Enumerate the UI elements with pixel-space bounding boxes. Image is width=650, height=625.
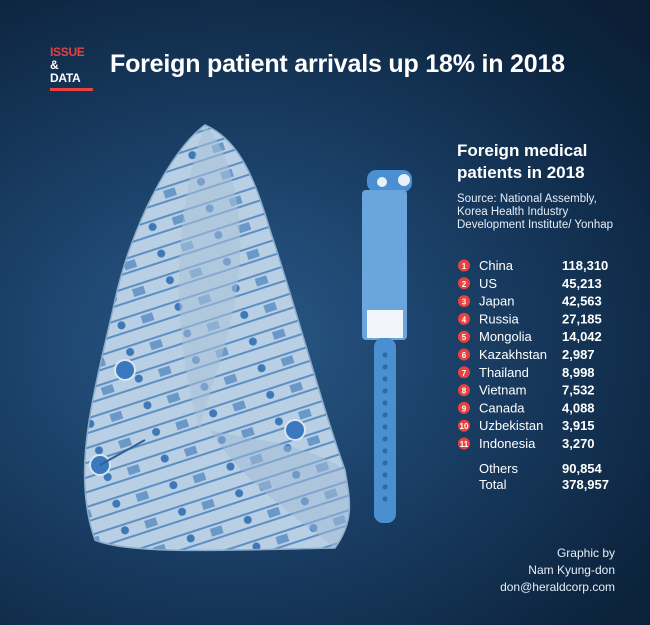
country-label: Mongolia: [479, 329, 533, 344]
value-label: 45,213: [562, 276, 602, 291]
rank-badge: [458, 384, 470, 397]
rank-badge: [458, 348, 470, 361]
country-label: Canada: [479, 400, 525, 415]
credit: Graphic by Nam Kyung-don don@heraldcorp.…: [500, 545, 615, 596]
ranking-table: 1 China 118,310 2 US 45,213 3 Japan 42,563 4 Russi…: [458, 258, 609, 492]
rank-badge: [458, 366, 470, 379]
rank-badge: [458, 277, 470, 290]
rank-number: 10: [460, 422, 469, 431]
rank-badge: [458, 401, 470, 414]
country-label: Uzbekistan: [479, 418, 543, 433]
rank-badge: [458, 330, 470, 343]
rank-number: 7: [462, 369, 467, 378]
total-value: 378,957: [562, 477, 609, 492]
rank-badge: [458, 312, 470, 325]
rank-number: 6: [462, 351, 467, 360]
value-label: 2,987: [562, 347, 595, 362]
country-label: Russia: [479, 311, 520, 326]
value-label: 8,998: [562, 365, 595, 380]
rank-number: 3: [462, 298, 467, 307]
chart-source: Source: National Assembly, Korea Health …: [457, 193, 614, 231]
value-label: 3,915: [562, 418, 595, 433]
value-label: 42,563: [562, 294, 602, 309]
logo-line-2: & DATA: [50, 58, 81, 85]
rank-number: 5: [462, 333, 467, 342]
value-label: 3,270: [562, 436, 595, 451]
logo-line-1: ISSUE: [50, 45, 85, 59]
rank-badge: [458, 419, 470, 432]
others-value: 90,854: [562, 461, 603, 476]
rank-number: 4: [462, 315, 467, 324]
total-label: Total: [479, 477, 507, 492]
country-label: Kazakhstan: [479, 347, 547, 362]
value-label: 4,088: [562, 400, 595, 415]
country-label: Thailand: [479, 365, 529, 380]
rank-number: 8: [462, 387, 467, 396]
country-label: Vietnam: [479, 383, 526, 398]
gown-icon: [83, 124, 351, 552]
country-label: China: [479, 258, 514, 273]
credit-email: don@heraldcorp.com: [500, 580, 615, 594]
others-label: Others: [479, 461, 519, 476]
rank-number: 2: [462, 280, 467, 289]
value-label: 27,185: [562, 311, 602, 326]
chart-title: Foreign medical patients in 2018: [457, 141, 588, 182]
rank-number: 1: [462, 262, 467, 271]
rank-badge: [458, 437, 470, 450]
credit-line-2: Nam Kyung-don: [528, 563, 615, 577]
issue-data-logo: ISSUE & DATA: [50, 45, 93, 91]
rank-badge: [458, 295, 470, 308]
country-label: US: [479, 276, 497, 291]
credit-line-1: Graphic by: [556, 546, 615, 560]
country-label: Indonesia: [479, 436, 536, 451]
rank-number: 9: [462, 404, 467, 413]
logo-underline: [50, 88, 93, 91]
wristband-icon: [362, 170, 412, 523]
value-label: 7,532: [562, 383, 595, 398]
value-label: 118,310: [562, 258, 608, 273]
rank-number: 11: [460, 440, 469, 449]
country-label: Japan: [479, 294, 514, 309]
headline: Foreign patient arrivals up 18% in 2018: [110, 50, 565, 78]
rank-badge: [458, 259, 470, 272]
value-label: 14,042: [562, 329, 602, 344]
